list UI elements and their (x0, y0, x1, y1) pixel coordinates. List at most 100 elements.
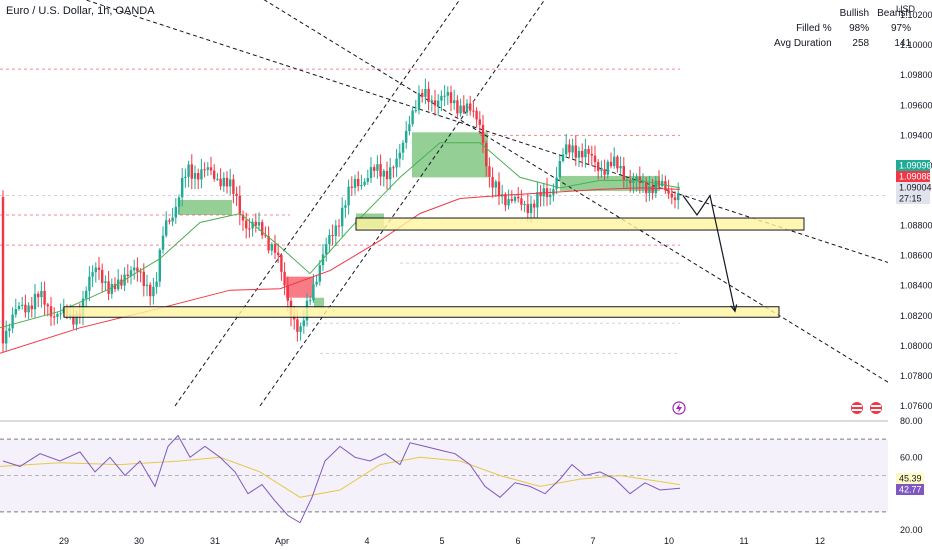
time-tick-label: 10 (664, 536, 674, 546)
candle-body (91, 272, 94, 277)
candle-body (171, 217, 174, 222)
candle-body (325, 244, 328, 255)
candle-body (24, 304, 27, 313)
candle-body (193, 173, 197, 179)
candle-body (225, 177, 229, 187)
candle-body (632, 181, 635, 183)
stats-header-bearish: Bearish (877, 8, 912, 19)
time-tick-label: 30 (134, 536, 144, 546)
support-box[interactable] (63, 306, 780, 318)
rsi-tick-label: 80.00 (900, 416, 923, 426)
candle-body (584, 149, 587, 158)
candle-body (264, 235, 267, 237)
candle-body (376, 164, 379, 171)
candle-body (357, 178, 360, 187)
support-box[interactable] (355, 217, 805, 231)
candle-body (494, 181, 497, 188)
stats-filled-bearish: 97% (891, 23, 912, 34)
candle-body (142, 271, 145, 286)
candle-body (424, 88, 427, 97)
candle-body (187, 164, 190, 177)
candle-body (40, 290, 43, 298)
candle-body (443, 95, 446, 97)
candle-body (645, 181, 648, 194)
candle-body (11, 314, 14, 329)
price-tick-label: 1.08800 (900, 221, 932, 231)
candle-body (462, 105, 465, 113)
candle-body (94, 267, 97, 273)
candle-body (174, 206, 177, 218)
price-tick-label: 1.10200 (900, 10, 932, 20)
candle-body (433, 100, 437, 106)
trend-line[interactable] (40, 0, 891, 264)
candle-body (216, 178, 219, 180)
candle-body (200, 169, 203, 180)
candle-body (478, 119, 481, 125)
candle-body (411, 110, 414, 125)
candle-body (574, 145, 577, 158)
candle-body (561, 154, 565, 161)
trend-line[interactable] (174, 0, 470, 407)
candle-body (600, 169, 603, 171)
price-axis-currency: USD (896, 4, 916, 14)
candle-body (558, 160, 561, 178)
projection-path[interactable] (682, 193, 736, 312)
candle-body (213, 170, 216, 179)
candle-body (302, 320, 305, 327)
candle-body (126, 274, 129, 277)
candle-body (465, 103, 469, 113)
candle-body (517, 196, 520, 199)
arrow-head-icon (730, 304, 738, 313)
stats-filled-bullish: 98% (849, 23, 870, 34)
candle-body (85, 290, 88, 299)
stats-header-bullish: Bullish (839, 8, 870, 19)
price-tick-label: 1.08400 (900, 281, 932, 291)
candle-body (120, 279, 123, 286)
candle-body (33, 293, 37, 310)
candle-body (155, 281, 158, 287)
candle-body (485, 143, 488, 167)
candle-body (382, 170, 385, 177)
candle-body (21, 304, 24, 306)
candle-body (488, 166, 491, 178)
candle-body (529, 203, 533, 213)
candle-body (261, 222, 264, 236)
time-tick-label: 4 (364, 536, 369, 546)
candle-body (75, 313, 78, 325)
candle-body (104, 281, 107, 283)
candle-body (603, 169, 606, 175)
candle-body (161, 235, 165, 250)
candle-body (609, 161, 613, 167)
candle-body (232, 179, 235, 194)
price-axis-bg (888, 0, 932, 550)
candle-body (296, 319, 299, 332)
candle-body (257, 222, 261, 226)
candle-body (651, 186, 654, 194)
candle-body (648, 186, 651, 194)
candle-body (453, 100, 456, 104)
candle-body (459, 105, 462, 114)
us-flag-icon[interactable] (851, 402, 863, 414)
candle-body (577, 150, 581, 158)
candle-body (507, 199, 510, 206)
candle-body (520, 198, 523, 205)
candle-body (661, 181, 664, 187)
candle-body (53, 316, 56, 318)
time-tick-label: 7 (590, 536, 595, 546)
candle-body (539, 192, 542, 197)
fvg-zone (178, 199, 232, 216)
rsi-tick-label: 60.00 (900, 452, 923, 462)
stats-duration-bullish: 258 (852, 38, 870, 49)
candle-body (513, 196, 517, 201)
candle-body (472, 110, 475, 112)
trend-line[interactable] (259, 0, 555, 407)
us-flag-icon[interactable] (870, 402, 882, 414)
candle-body (152, 286, 155, 297)
candle-body (337, 225, 341, 227)
candle-body (469, 103, 472, 111)
trend-line[interactable] (240, 0, 891, 384)
candle-body (360, 185, 363, 187)
candle-body (280, 255, 283, 272)
candle-body (347, 186, 350, 206)
